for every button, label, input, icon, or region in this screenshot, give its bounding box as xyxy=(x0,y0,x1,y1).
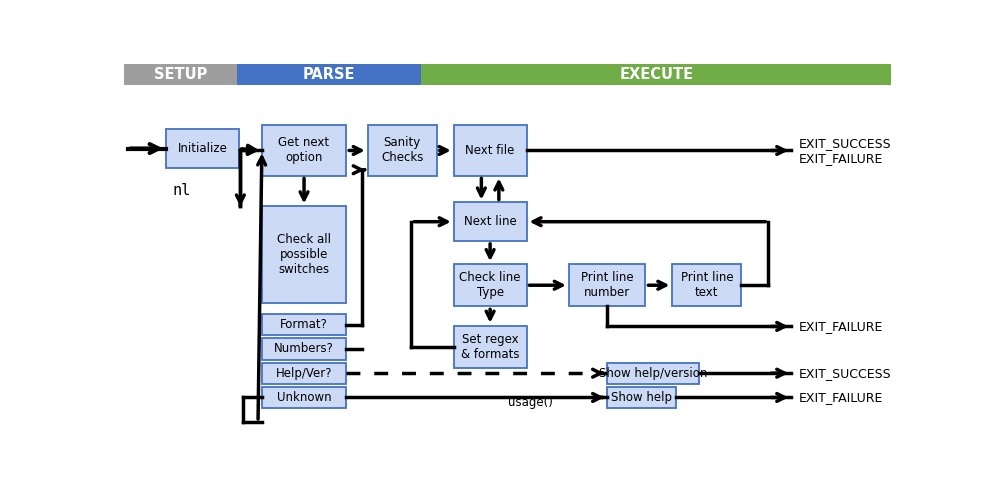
FancyArrowPatch shape xyxy=(486,309,494,319)
FancyArrowPatch shape xyxy=(244,146,255,154)
FancyArrowPatch shape xyxy=(771,370,785,377)
Text: usage(): usage() xyxy=(508,396,552,409)
FancyArrowPatch shape xyxy=(534,218,765,226)
Bar xyxy=(422,64,891,85)
FancyArrowPatch shape xyxy=(593,370,603,377)
FancyArrowPatch shape xyxy=(242,146,255,153)
Text: Print line
text: Print line text xyxy=(680,271,734,299)
FancyArrowPatch shape xyxy=(486,244,494,258)
FancyBboxPatch shape xyxy=(607,387,676,408)
Text: Get next
option: Get next option xyxy=(278,136,330,164)
Bar xyxy=(124,64,238,85)
Text: Next line: Next line xyxy=(463,215,517,228)
FancyArrowPatch shape xyxy=(495,182,503,200)
FancyArrowPatch shape xyxy=(349,146,361,154)
Text: Help/Ver?: Help/Ver? xyxy=(276,366,333,380)
Text: Initialize: Initialize xyxy=(177,142,228,155)
FancyArrowPatch shape xyxy=(257,157,265,419)
FancyBboxPatch shape xyxy=(261,362,346,384)
Text: EXIT_SUCCESS: EXIT_SUCCESS xyxy=(799,367,892,380)
FancyBboxPatch shape xyxy=(607,362,699,384)
FancyArrowPatch shape xyxy=(440,146,447,154)
Text: Format?: Format? xyxy=(280,318,328,331)
FancyArrowPatch shape xyxy=(771,322,785,330)
FancyBboxPatch shape xyxy=(166,130,239,168)
FancyArrowPatch shape xyxy=(771,146,785,154)
FancyArrowPatch shape xyxy=(593,394,603,402)
FancyBboxPatch shape xyxy=(261,338,346,359)
Text: Show help: Show help xyxy=(611,391,672,404)
Text: EXIT_FAILURE: EXIT_FAILURE xyxy=(799,391,883,404)
Text: EXIT_FAILURE: EXIT_FAILURE xyxy=(799,320,883,333)
Text: PARSE: PARSE xyxy=(303,67,355,82)
FancyArrowPatch shape xyxy=(414,218,447,226)
FancyArrowPatch shape xyxy=(131,144,158,153)
Bar xyxy=(238,64,422,85)
FancyBboxPatch shape xyxy=(367,126,437,176)
Text: Numbers?: Numbers? xyxy=(274,342,334,355)
FancyBboxPatch shape xyxy=(261,206,346,302)
FancyArrowPatch shape xyxy=(771,394,785,402)
FancyArrowPatch shape xyxy=(300,178,308,200)
FancyArrowPatch shape xyxy=(530,282,562,289)
FancyBboxPatch shape xyxy=(261,387,346,408)
FancyArrowPatch shape xyxy=(237,195,245,206)
Text: Next file: Next file xyxy=(465,144,515,157)
Text: Sanity
Checks: Sanity Checks xyxy=(381,136,424,164)
Text: Check line
Type: Check line Type xyxy=(459,271,521,299)
FancyBboxPatch shape xyxy=(453,264,527,306)
FancyArrowPatch shape xyxy=(648,282,665,289)
Text: SETUP: SETUP xyxy=(153,67,207,82)
FancyBboxPatch shape xyxy=(453,202,527,241)
FancyBboxPatch shape xyxy=(568,264,645,306)
FancyBboxPatch shape xyxy=(453,326,527,368)
FancyBboxPatch shape xyxy=(672,264,742,306)
FancyBboxPatch shape xyxy=(261,314,346,336)
Text: EXIT_SUCCESS
EXIT_FAILURE: EXIT_SUCCESS EXIT_FAILURE xyxy=(799,137,892,165)
Text: Unknown: Unknown xyxy=(277,391,332,404)
FancyBboxPatch shape xyxy=(261,126,346,176)
Text: Print line
number: Print line number xyxy=(581,271,634,299)
Text: Set regex
& formats: Set regex & formats xyxy=(461,333,520,361)
FancyArrowPatch shape xyxy=(477,178,485,196)
Text: EXECUTE: EXECUTE xyxy=(619,67,693,82)
Text: Show help/version: Show help/version xyxy=(599,366,707,380)
Text: Check all
possible
switches: Check all possible switches xyxy=(277,233,331,276)
FancyArrowPatch shape xyxy=(353,166,364,173)
FancyBboxPatch shape xyxy=(453,126,527,176)
Text: nl: nl xyxy=(172,184,190,198)
